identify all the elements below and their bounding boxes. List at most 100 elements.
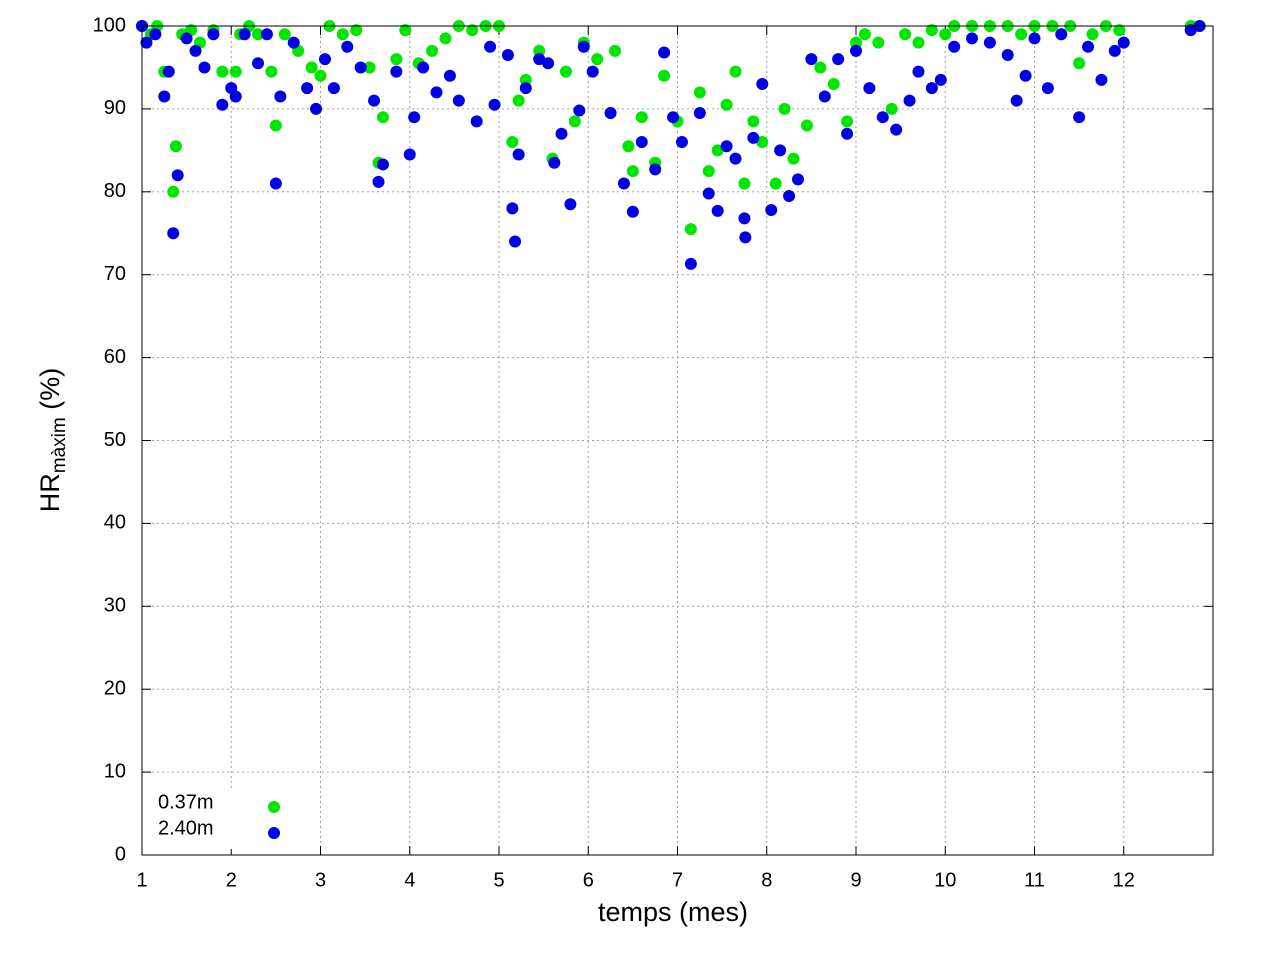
point [693, 107, 706, 120]
x-tick-label: 9 [850, 869, 861, 891]
point [934, 73, 947, 86]
point [890, 123, 903, 136]
point [354, 61, 367, 74]
y-tick-label: 30 [104, 595, 126, 617]
point [452, 94, 465, 107]
point [149, 28, 162, 41]
point [252, 28, 265, 41]
point [841, 115, 854, 128]
point [216, 98, 229, 111]
point [470, 115, 483, 128]
point [617, 177, 630, 190]
point [649, 163, 662, 176]
point [443, 69, 456, 82]
point [863, 82, 876, 95]
point [399, 24, 412, 37]
point [765, 204, 778, 217]
point [622, 140, 635, 153]
point [1028, 32, 1041, 45]
x-axis-label: temps (mes) [598, 897, 748, 927]
point [1010, 94, 1023, 107]
legend-label: 0.37m [158, 791, 214, 813]
point [939, 28, 952, 41]
point [850, 44, 862, 57]
point [506, 136, 519, 149]
point [702, 165, 715, 178]
point [318, 53, 331, 66]
point [1041, 82, 1054, 95]
point [778, 102, 791, 115]
x-tick-label: 7 [672, 869, 683, 891]
y-tick-label: 40 [104, 512, 126, 534]
point [555, 127, 568, 140]
legend-marker [268, 801, 280, 813]
y-tick-label: 20 [104, 677, 126, 699]
point [711, 144, 724, 157]
point [238, 28, 251, 41]
point [747, 131, 760, 144]
point [169, 140, 182, 153]
point [872, 36, 885, 49]
point [925, 24, 938, 37]
point [1001, 49, 1014, 62]
point [274, 90, 287, 103]
point [738, 177, 751, 190]
point [408, 111, 421, 124]
point [350, 24, 363, 37]
point [229, 90, 242, 103]
point [609, 44, 622, 57]
point [336, 28, 349, 41]
x-tick-label: 5 [493, 869, 504, 891]
point [327, 82, 340, 95]
point [925, 82, 938, 95]
y-label-main: HR [35, 473, 65, 512]
point [805, 53, 818, 66]
x-tick-label: 2 [226, 869, 237, 891]
point [586, 65, 599, 78]
y-label-unit: (%) [35, 368, 65, 410]
point [265, 65, 278, 78]
point [426, 44, 439, 57]
point [626, 165, 639, 178]
point [368, 94, 381, 107]
point [559, 65, 572, 78]
point [738, 212, 751, 225]
point [512, 148, 525, 161]
point [626, 205, 639, 218]
point [171, 169, 184, 182]
point [466, 24, 479, 37]
point [162, 65, 175, 78]
point [573, 104, 586, 117]
x-tick-label: 11 [1024, 869, 1045, 891]
point [417, 61, 430, 74]
y-axis-label: HRmàxim (%) [35, 368, 70, 512]
legend-marker [268, 827, 280, 839]
point [729, 152, 742, 165]
point [1015, 28, 1028, 41]
point [252, 57, 265, 70]
point [787, 152, 800, 165]
point [403, 148, 416, 161]
point [278, 28, 291, 41]
point [675, 136, 688, 149]
point [667, 111, 680, 124]
legend-box [144, 789, 299, 849]
point [1086, 28, 1099, 41]
point [814, 61, 827, 74]
point [747, 115, 760, 128]
point [376, 111, 389, 124]
x-tick-label: 6 [583, 869, 594, 891]
x-tick-label: 12 [1113, 869, 1135, 891]
point [769, 177, 782, 190]
point [818, 90, 831, 103]
point [512, 94, 525, 107]
point [269, 119, 282, 132]
point [167, 185, 180, 198]
point [269, 177, 282, 190]
point [1113, 24, 1126, 37]
point [948, 40, 961, 53]
point [720, 140, 733, 153]
x-tick-label: 1 [136, 869, 147, 891]
point [720, 98, 733, 111]
